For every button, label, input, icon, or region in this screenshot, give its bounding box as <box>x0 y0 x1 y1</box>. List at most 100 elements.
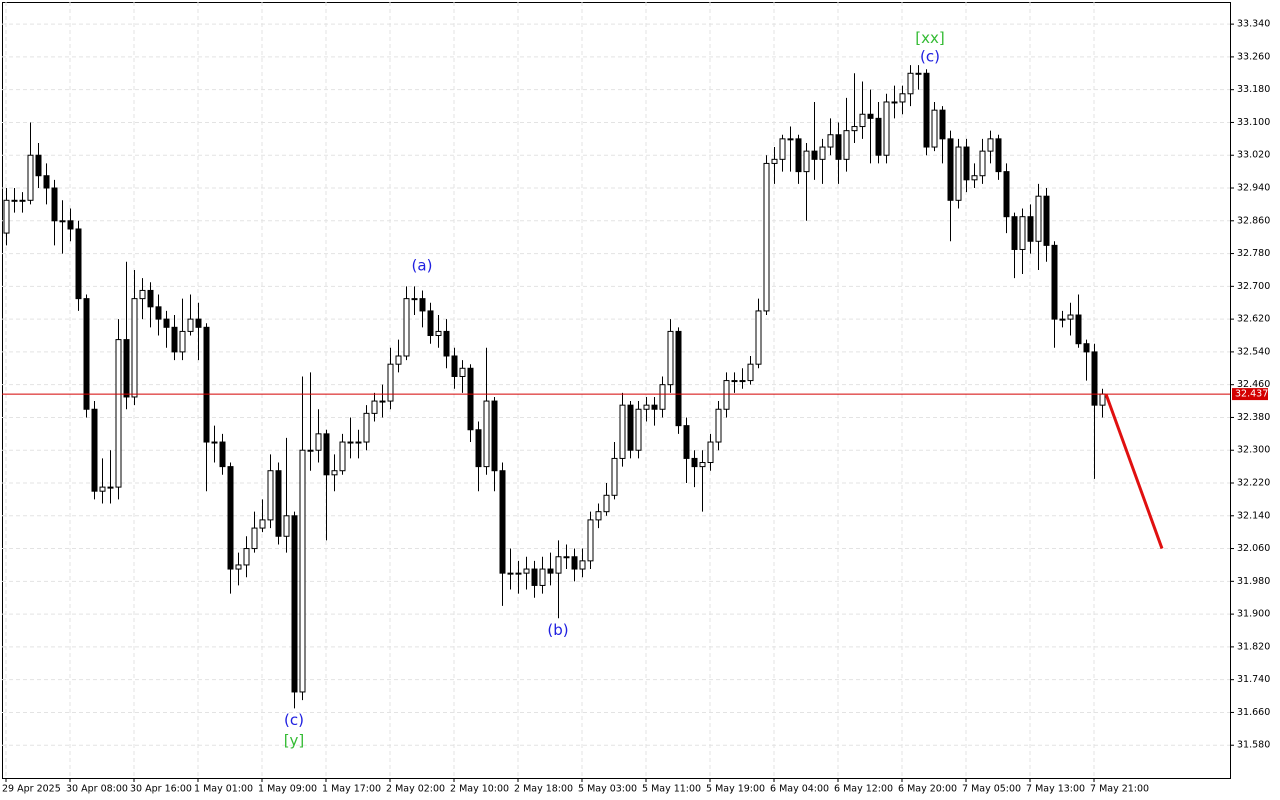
candle-body <box>371 400 378 414</box>
candle-body <box>595 511 602 521</box>
candle-body <box>419 298 426 312</box>
candle-body <box>43 175 50 189</box>
candle-body <box>115 339 122 488</box>
candle-body <box>571 556 578 570</box>
candle-body <box>291 515 298 693</box>
candle-body <box>91 408 98 492</box>
candle-body <box>275 470 282 537</box>
candle-body <box>611 457 618 496</box>
x-tick-label: 5 May 03:00 <box>578 784 637 795</box>
candle-body <box>347 441 354 444</box>
candle-body <box>971 175 978 181</box>
candle-body <box>51 187 58 222</box>
x-tick-label: 5 May 11:00 <box>642 784 701 795</box>
candle-body <box>835 134 842 160</box>
candle-body <box>99 486 106 492</box>
candle-body <box>907 72 914 95</box>
candle-body <box>931 109 938 148</box>
x-tick-label: 6 May 04:00 <box>770 784 829 795</box>
candle-body <box>555 556 562 574</box>
candle-body <box>323 433 330 476</box>
candle-body <box>259 519 266 529</box>
candle-body <box>699 462 706 468</box>
candle-body <box>179 330 186 353</box>
candle-body <box>203 326 210 443</box>
candle-body <box>187 318 194 332</box>
candle-body <box>483 400 490 468</box>
candle-body <box>739 380 746 383</box>
candle-body <box>427 310 434 337</box>
candle-body <box>867 113 874 119</box>
x-tick-label: 2 May 02:00 <box>386 784 445 795</box>
candle-body <box>843 130 850 160</box>
candle-body <box>1059 318 1066 321</box>
candle-body <box>163 318 170 328</box>
candle-body <box>1043 195 1050 246</box>
y-tick-label: 33.100 <box>1237 117 1270 128</box>
candle-body <box>67 220 74 230</box>
candle-body <box>235 564 242 570</box>
x-tick-label: 2 May 18:00 <box>514 784 573 795</box>
candle-body <box>123 339 130 398</box>
x-tick-label: 6 May 12:00 <box>834 784 893 795</box>
candle-body <box>667 330 674 386</box>
candle-body <box>787 138 794 141</box>
y-tick-label: 31.980 <box>1237 576 1270 587</box>
candle-body <box>619 404 626 459</box>
candle-body <box>715 408 722 443</box>
y-tick-label: 33.340 <box>1237 19 1270 30</box>
candle-body <box>19 199 26 202</box>
x-tick-label: 1 May 17:00 <box>322 784 381 795</box>
candle-body <box>131 298 138 398</box>
y-tick-label: 32.700 <box>1237 281 1270 292</box>
y-tick-label: 31.660 <box>1237 707 1270 718</box>
candle-body <box>987 138 994 152</box>
candle-body <box>523 568 530 574</box>
candle-body <box>1035 195 1042 242</box>
y-tick-label: 33.180 <box>1237 84 1270 95</box>
candle-body <box>675 330 682 427</box>
current-price-box <box>1232 388 1268 401</box>
candle-body <box>1027 216 1034 242</box>
candle-body <box>171 326 178 353</box>
candle-body <box>547 568 554 574</box>
candle-body <box>299 449 306 693</box>
candle-body <box>11 199 18 202</box>
candle-body <box>891 101 898 104</box>
candle-body <box>507 572 514 575</box>
x-tick-label: 30 Apr 16:00 <box>130 784 192 795</box>
candle-body <box>219 441 226 468</box>
candle-body <box>795 138 802 173</box>
candle-body <box>915 72 922 75</box>
candle-body <box>331 470 338 476</box>
candle-body <box>875 117 882 156</box>
candle-body <box>211 441 218 444</box>
y-tick-label: 33.260 <box>1237 51 1270 62</box>
y-tick-label: 31.820 <box>1237 641 1270 652</box>
candle-body <box>459 367 466 377</box>
candle-body <box>635 408 642 451</box>
candle-body <box>27 154 34 201</box>
y-tick-label: 32.460 <box>1237 379 1270 390</box>
candle-body <box>771 158 778 164</box>
candle-body <box>643 404 650 410</box>
candle-body <box>819 146 826 160</box>
y-tick-label: 33.020 <box>1237 150 1270 161</box>
candle-body <box>515 572 522 575</box>
candle-body <box>691 457 698 468</box>
y-tick-label: 32.620 <box>1237 314 1270 325</box>
plot-frame <box>2 2 1231 779</box>
candle-body <box>883 101 890 156</box>
y-tick-label: 32.140 <box>1237 510 1270 521</box>
candle-body <box>35 154 42 177</box>
candle-body <box>243 548 250 566</box>
candle-body <box>387 363 394 402</box>
candle-body <box>139 289 146 300</box>
candle-body <box>731 380 738 383</box>
forecast-line <box>1104 393 1164 550</box>
candle-body <box>3 199 10 234</box>
candle-body <box>1067 314 1074 320</box>
x-tick-label: 7 May 13:00 <box>1026 784 1085 795</box>
y-tick-label: 32.220 <box>1237 478 1270 489</box>
